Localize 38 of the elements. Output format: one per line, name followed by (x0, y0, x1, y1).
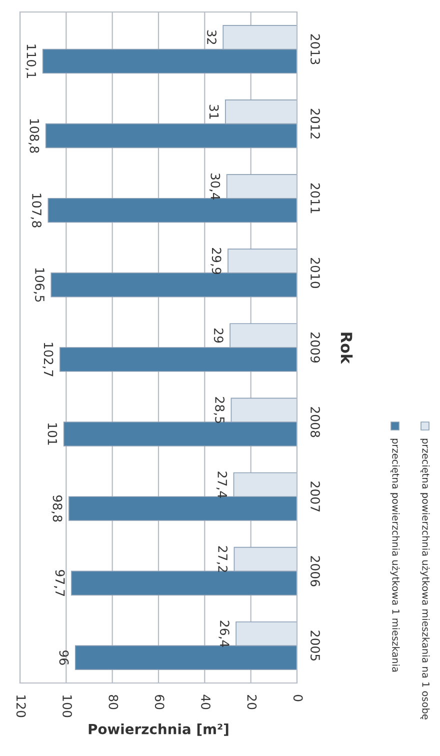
y-tick-label: 2013 (310, 34, 320, 64)
data-label: 97,7 (54, 570, 65, 596)
data-label: 26,4 (218, 620, 230, 648)
data-label: 29 (214, 328, 224, 343)
x-tick-label: 60 (154, 694, 164, 710)
y-tick-label: 2010 (310, 258, 320, 288)
legend-label: przeciętna powierzchnia użytkowa mieszkania na 1 osobę (420, 438, 430, 720)
data-label: 29,9 (210, 248, 222, 274)
y-tick-label: 2008 (310, 407, 320, 438)
y-tick-label: 2012 (310, 108, 320, 138)
data-label: 98,8 (52, 495, 62, 522)
x-tick-label: 120 (16, 695, 26, 718)
data-label: 31 (209, 104, 219, 119)
data-label: 107,8 (30, 194, 42, 228)
y-tick-label: 2011 (310, 183, 320, 214)
data-label: 27,4 (216, 472, 228, 498)
y-tick-label: 2007 (310, 482, 320, 512)
x-tick-label: 0 (293, 694, 303, 702)
data-label: 96 (59, 650, 69, 665)
y-tick-label: 2005 (310, 630, 320, 661)
data-label: 28,5 (214, 397, 225, 423)
data-label: 27,2 (216, 546, 228, 572)
data-label: 32 (207, 30, 216, 44)
x-axis-title: Powierzchnia [m²] (88, 724, 228, 736)
x-tick-label: 100 (62, 695, 72, 718)
x-tick-label: 40 (201, 694, 210, 710)
data-label: 106,5 (34, 268, 44, 302)
data-label: 101 (48, 423, 58, 445)
data-label: 110,1 (25, 44, 36, 78)
data-label: 102,7 (42, 342, 54, 376)
y-axis-title: Rok (340, 332, 353, 364)
data-label: 108,8 (28, 119, 40, 153)
y-tick-label: 2009 (310, 332, 320, 363)
x-tick-label: 20 (247, 695, 257, 710)
data-label: 30,4 (209, 173, 220, 200)
legend-label: przeciętna powierzchnia użytkowa 1 mieszkania (390, 438, 400, 672)
y-tick-label: 2006 (310, 556, 320, 586)
x-tick-label: 80 (108, 694, 118, 710)
